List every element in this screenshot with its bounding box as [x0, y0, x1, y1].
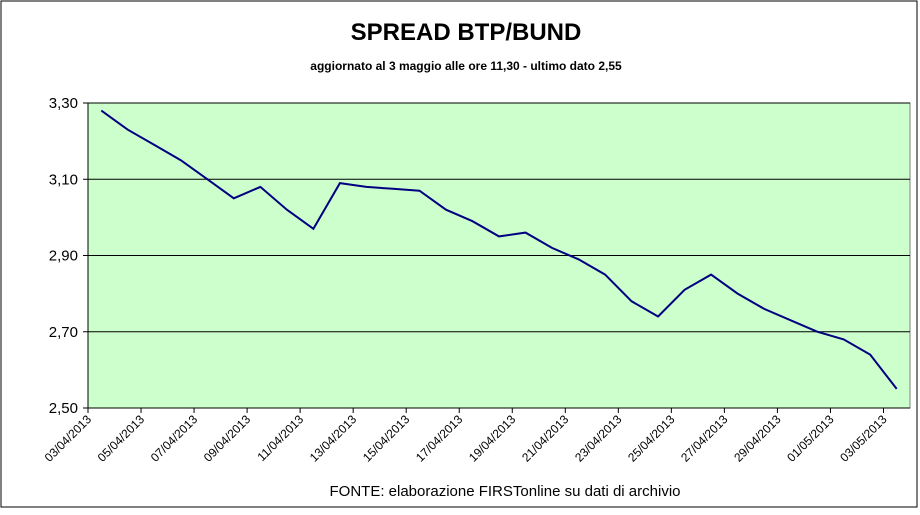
chart-subtitle: aggiornato al 3 maggio alle ore 11,30 - …	[310, 59, 622, 73]
chart-title: SPREAD BTP/BUND	[351, 19, 582, 46]
y-tick-label: 3,30	[49, 95, 78, 112]
source-note: FONTE: elaborazione FIRSTonline su dati …	[330, 483, 681, 500]
y-tick-label: 2,90	[49, 248, 78, 265]
y-tick-label: 3,10	[49, 171, 78, 188]
data-line	[100, 109, 898, 390]
y-tick-label: 2,50	[49, 400, 78, 417]
y-tick-label: 2,70	[49, 324, 78, 341]
